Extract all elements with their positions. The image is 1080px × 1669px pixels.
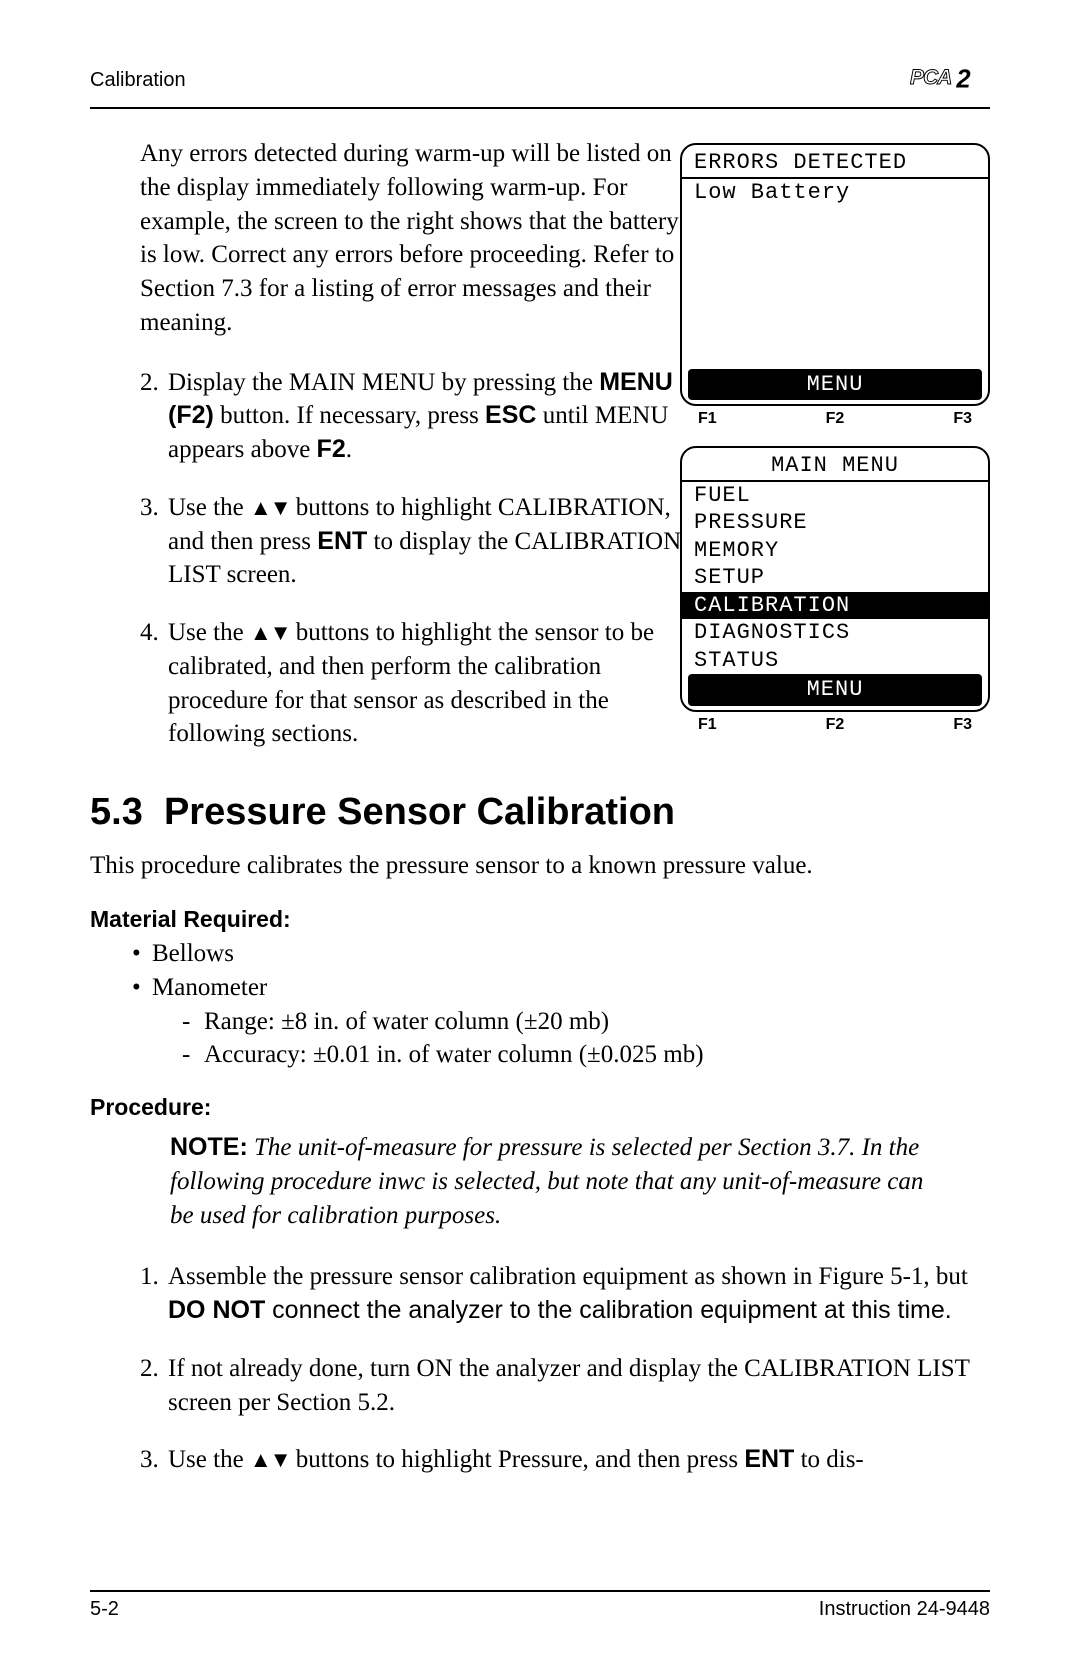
step-2: Display the MAIN MENU by pressing the ME… (140, 366, 700, 467)
screen1-fkeys: F1 F2 F3 (680, 410, 990, 428)
spec-accuracy: Accuracy: ±0.01 in. of water column (±0.… (182, 1038, 990, 1072)
updown-arrows-icon: ▲▼ (250, 495, 290, 520)
procedure-step-1: Assemble the pressure sensor calibration… (140, 1260, 990, 1328)
f3-label: F3 (953, 410, 972, 428)
warmup-steps-list: Display the MAIN MENU by pressing the ME… (140, 366, 700, 752)
screen2-body: FUEL PRESSURE MEMORY SETUP CALIBRATION D… (682, 482, 988, 675)
menu-item: SETUP (694, 564, 976, 592)
f2-label: F2 (826, 410, 845, 428)
f3-label: F3 (953, 716, 972, 734)
procedure-heading: Procedure: (90, 1094, 990, 1121)
note-label: NOTE: (170, 1133, 248, 1161)
pca2-logo-icon: PCA 2 (910, 60, 990, 94)
procedure-step-2: If not already done, turn ON the analyze… (140, 1352, 990, 1420)
procedure-steps: Assemble the pressure sensor calibration… (140, 1260, 990, 1477)
brand-logo: PCA 2 (910, 60, 990, 101)
screen1-body: Low Battery (682, 179, 988, 369)
screen2-fkeys: F1 F2 F3 (680, 716, 990, 734)
main-menu-screen: MAIN MENU FUEL PRESSURE MEMORY SETUP CAL… (680, 446, 990, 712)
material-list: Bellows Manometer Range: ±8 in. of water… (132, 937, 990, 1072)
spec-range: Range: ±8 in. of water column (±20 mb) (182, 1005, 990, 1039)
instruction-number: Instruction 24-9448 (819, 1598, 990, 1621)
header-section-label: Calibration (90, 69, 186, 92)
screen2-softkey: MENU (688, 674, 982, 706)
menu-item-highlighted: CALIBRATION (682, 592, 988, 620)
device-screens-column: ERRORS DETECTED Low Battery MENU F1 F2 F… (680, 143, 990, 752)
section-heading: 5.3 Pressure Sensor Calibration (90, 791, 990, 834)
screen1-title: ERRORS DETECTED (682, 145, 988, 179)
manometer-specs: Range: ±8 in. of water column (±20 mb) A… (182, 1005, 990, 1073)
page-number: 5-2 (90, 1598, 119, 1621)
updown-arrows-icon: ▲▼ (250, 620, 290, 645)
page-content: Any errors detected during warm-up will … (90, 137, 990, 1477)
material-required-heading: Material Required: (90, 906, 990, 933)
screen1-softkey: MENU (688, 369, 982, 401)
material-item: Manometer Range: ±8 in. of water column … (132, 971, 990, 1072)
step-3: Use the ▲▼ buttons to highlight CALIBRAT… (140, 491, 700, 592)
screen2-title: MAIN MENU (682, 448, 988, 482)
menu-item: DIAGNOSTICS (694, 619, 976, 647)
intro-paragraph: Any errors detected during warm-up will … (140, 137, 700, 340)
errors-detected-screen: ERRORS DETECTED Low Battery MENU (680, 143, 990, 406)
svg-text:2: 2 (955, 65, 970, 93)
svg-text:PCA: PCA (910, 66, 952, 89)
f2-label: F2 (826, 716, 845, 734)
screen1-line: Low Battery (694, 179, 976, 207)
material-item: Bellows (132, 937, 990, 971)
menu-item: PRESSURE (694, 509, 976, 537)
page-footer: 5-2 Instruction 24-9448 (90, 1590, 990, 1621)
menu-item: STATUS (694, 647, 976, 675)
note-body: The unit-of-measure for pressure is sele… (170, 1134, 923, 1229)
updown-arrows-icon: ▲▼ (250, 1447, 290, 1472)
menu-item: FUEL (694, 482, 976, 510)
f1-label: F1 (698, 410, 717, 428)
section-intro: This procedure calibrates the pressure s… (90, 852, 990, 880)
menu-item: MEMORY (694, 537, 976, 565)
step-4: Use the ▲▼ buttons to highlight the sens… (140, 616, 700, 751)
page-header: Calibration PCA 2 (90, 60, 990, 109)
procedure-step-3: Use the ▲▼ buttons to highlight Pressure… (140, 1443, 990, 1477)
procedure-note: NOTE: The unit-of-measure for pressure i… (170, 1131, 930, 1232)
f1-label: F1 (698, 716, 717, 734)
